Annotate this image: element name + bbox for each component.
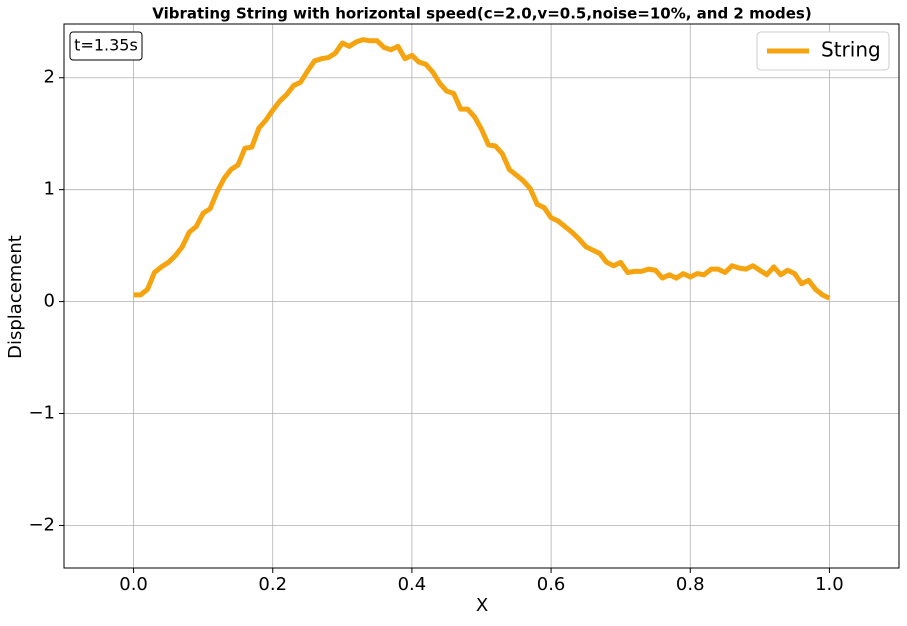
x-tick-label: 0.2 (258, 574, 287, 595)
y-tick-label: −2 (28, 514, 55, 535)
legend-label: String (821, 38, 881, 62)
y-tick-label: 0 (44, 291, 55, 312)
chart-title: Vibrating String with horizontal speed(c… (152, 5, 811, 23)
x-axis-label: X (476, 595, 488, 616)
x-tick-label: 0.8 (676, 574, 705, 595)
x-tick-label: 0.0 (119, 574, 148, 595)
annotation: t=1.35s (74, 36, 138, 55)
line (133, 37, 831, 301)
annotation-box (69, 31, 143, 61)
legend-box (756, 31, 890, 71)
y-tick-label: 1 (44, 179, 55, 200)
y-tick-label: 2 (44, 67, 55, 88)
y-tick-label: −1 (28, 403, 55, 424)
x-tick-label: 0.4 (398, 574, 427, 595)
x-tick-label: 1.0 (815, 574, 844, 595)
y-axis-label: Displacement (5, 235, 26, 359)
x-tick-label: 0.6 (537, 574, 566, 595)
plot-frame (63, 23, 900, 569)
